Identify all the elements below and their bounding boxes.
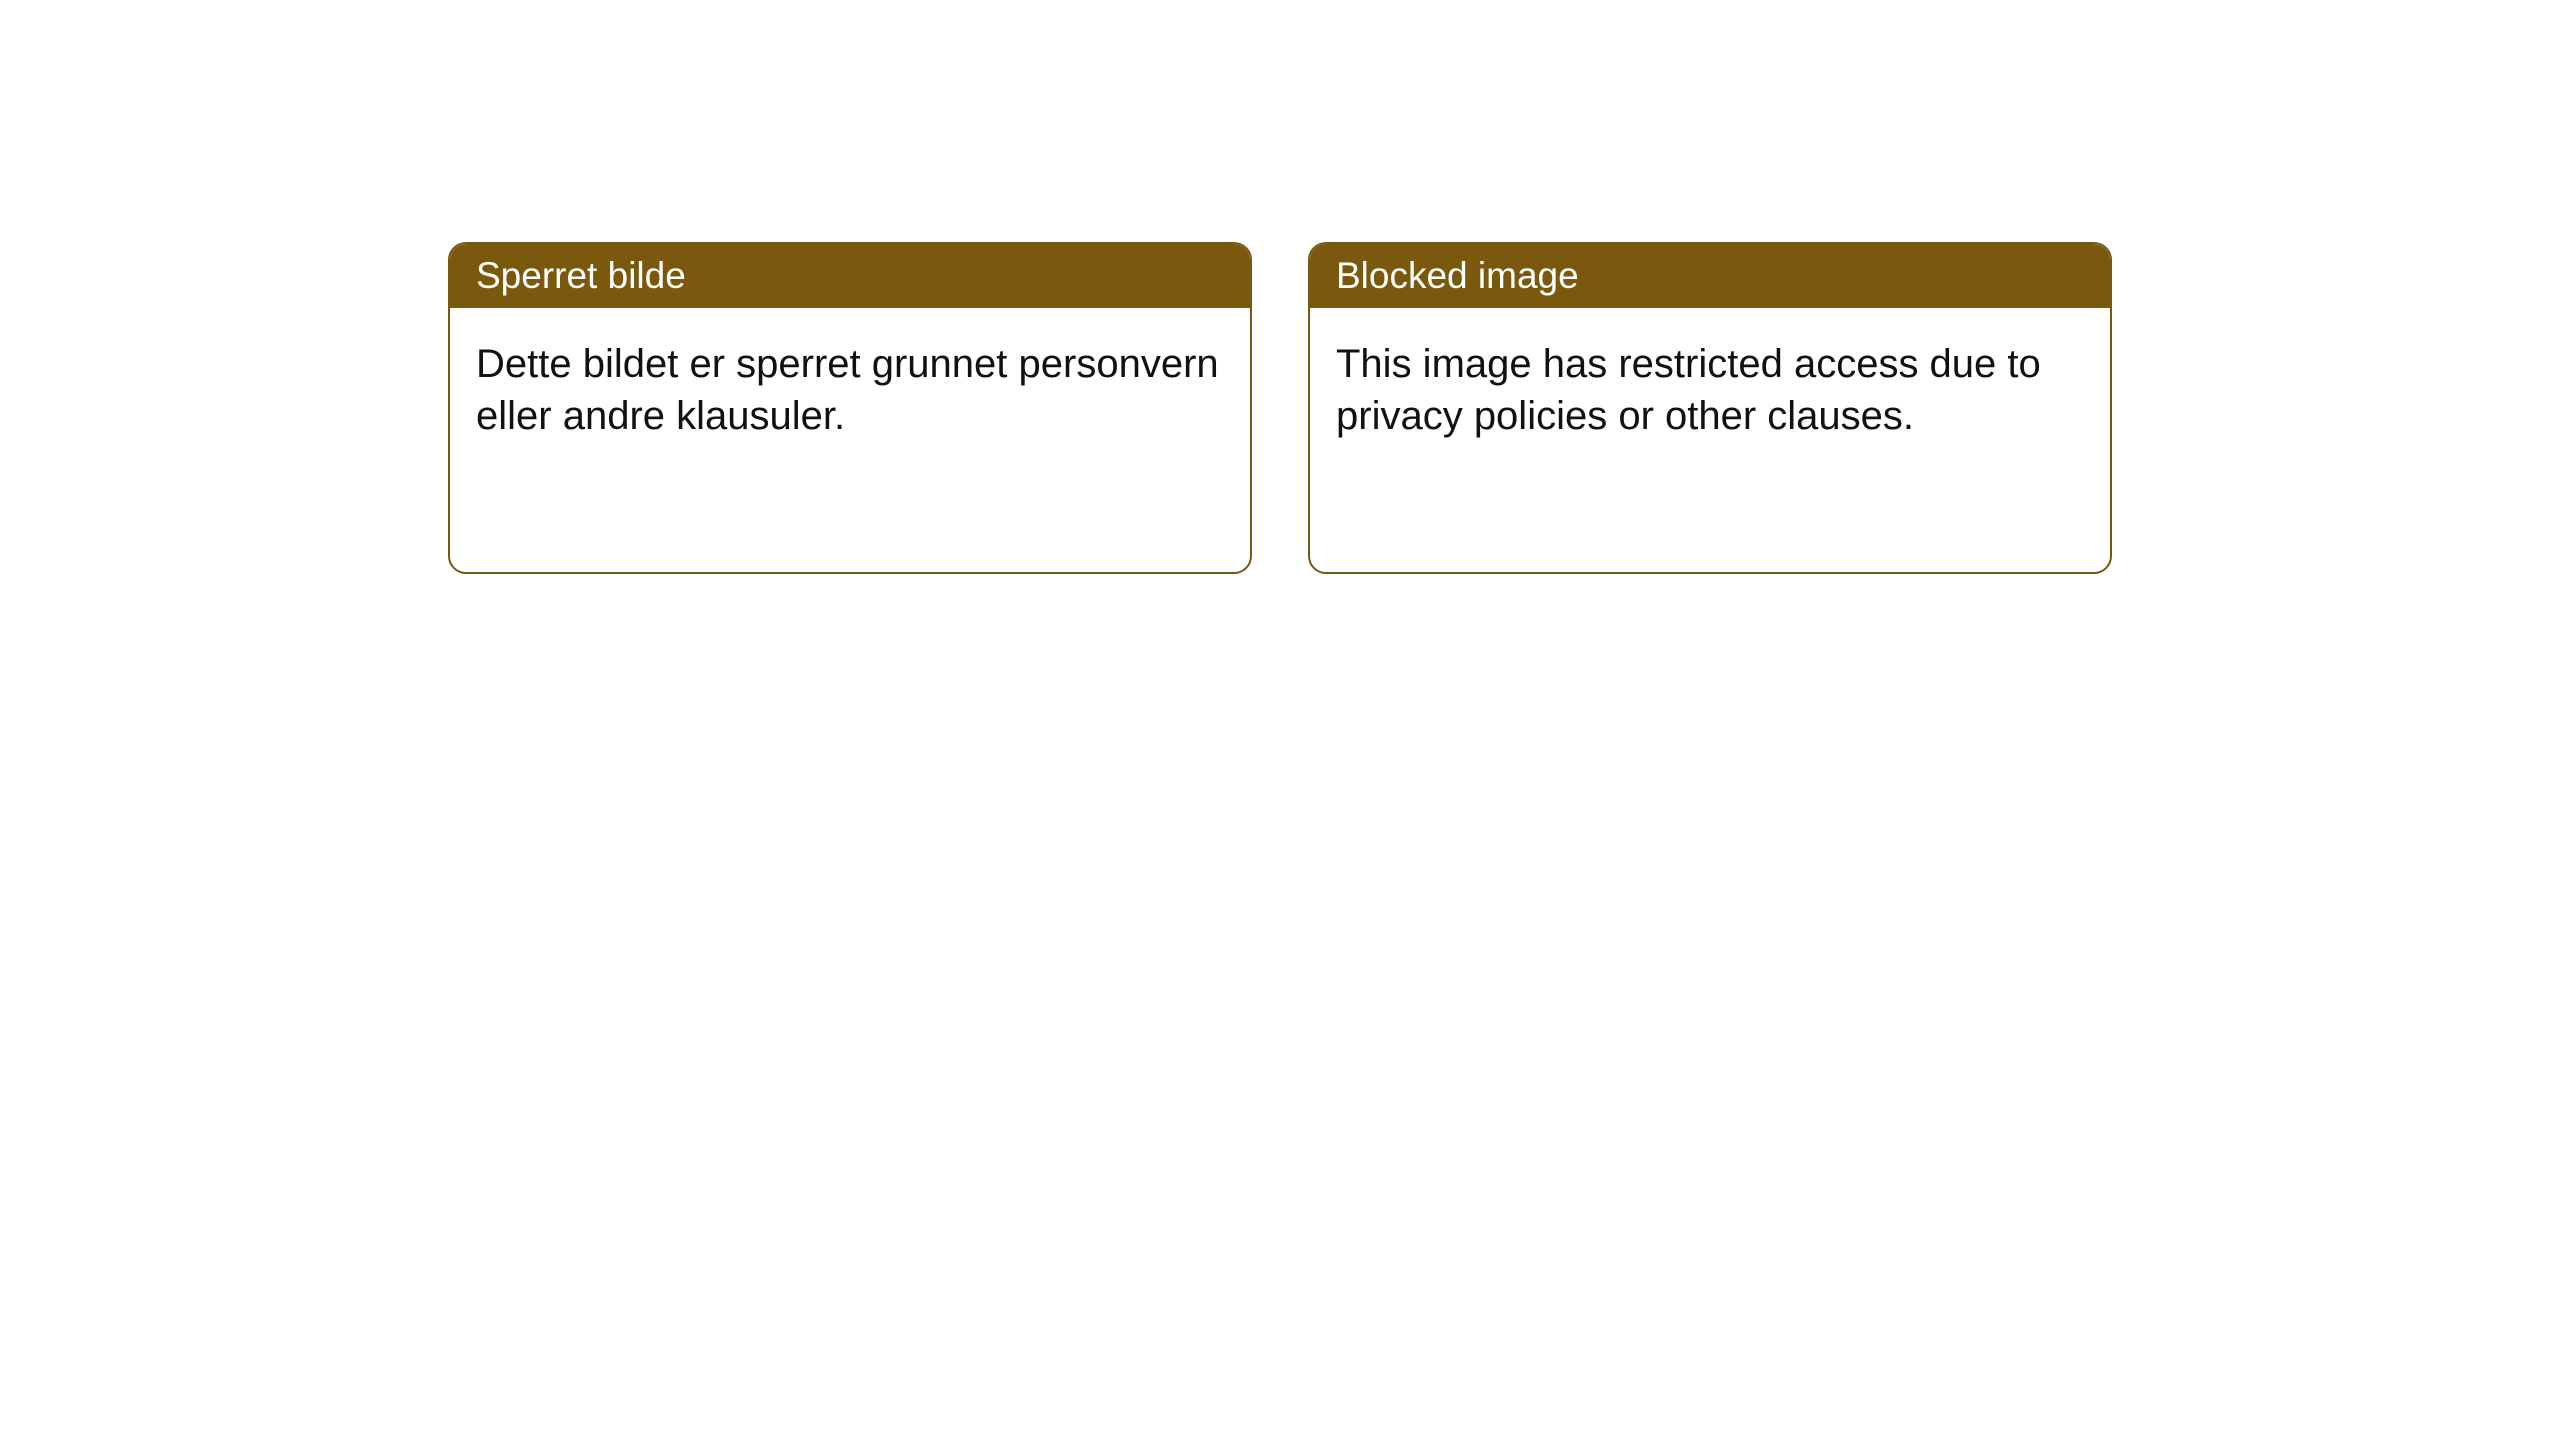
notice-card-header: Sperret bilde — [450, 244, 1250, 308]
notice-card-header: Blocked image — [1310, 244, 2110, 308]
notice-cards-container: Sperret bilde Dette bildet er sperret gr… — [448, 242, 2112, 574]
notice-card-body: Dette bildet er sperret grunnet personve… — [450, 308, 1250, 472]
notice-card-norwegian: Sperret bilde Dette bildet er sperret gr… — [448, 242, 1252, 574]
notice-card-english: Blocked image This image has restricted … — [1308, 242, 2112, 574]
notice-card-body: This image has restricted access due to … — [1310, 308, 2110, 472]
